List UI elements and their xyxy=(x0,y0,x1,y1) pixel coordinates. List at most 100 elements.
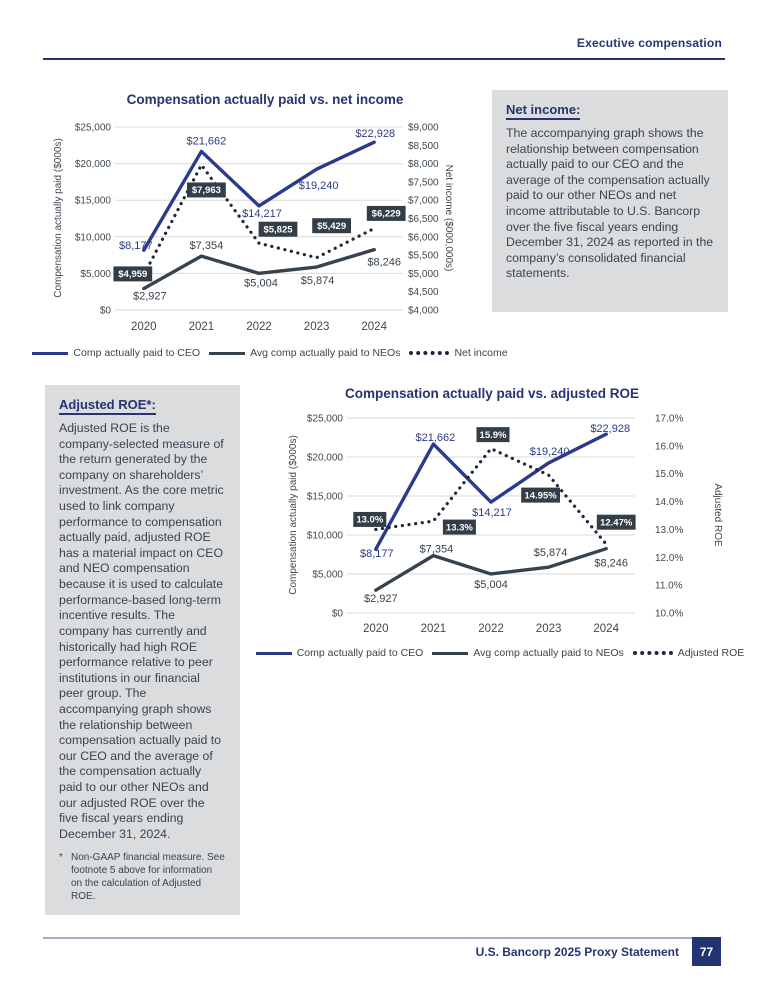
data-label-badge xyxy=(476,427,510,443)
data-label: 12.47% xyxy=(600,517,633,528)
right-axis-tick: $5,500 xyxy=(408,251,439,262)
data-label: $5,825 xyxy=(263,224,293,235)
data-label: $7,354 xyxy=(190,240,224,252)
right-axis-tick: 15.0% xyxy=(655,469,683,480)
adjusted-roe-box-heading-text: Adjusted ROE*: xyxy=(59,397,156,415)
legend-item-comp-actually-paid-to-ceo: Comp actually paid to CEO xyxy=(32,347,200,359)
left-axis-tick: $20,000 xyxy=(307,453,344,464)
legend-label: Comp actually paid to CEO xyxy=(73,347,201,359)
adjusted-roe-box-heading: Adjusted ROE*: xyxy=(59,397,226,415)
x-axis-tick: 2020 xyxy=(363,623,389,635)
data-label: $21,662 xyxy=(416,432,456,444)
legend-item-avg-comp-actually-paid-to-neos: Avg comp actually paid to NEOs xyxy=(432,647,624,659)
data-label-badge xyxy=(366,205,406,221)
x-axis-tick: 2024 xyxy=(593,623,619,635)
x-axis-tick: 2023 xyxy=(304,321,330,333)
footer-rule xyxy=(43,937,693,939)
legend-label: Comp actually paid to CEO xyxy=(296,647,424,659)
data-label: $7,963 xyxy=(192,185,221,196)
legend-label: Avg comp actually paid to NEOs xyxy=(473,647,624,659)
left-axis-label: Compensation actually paid ($000s) xyxy=(288,435,299,595)
left-axis-tick: $0 xyxy=(332,609,344,620)
data-label: $5,004 xyxy=(244,277,278,289)
avg-comp-actually-paid-to-neos-line xyxy=(374,546,608,592)
right-axis-tick: $6,000 xyxy=(408,232,439,243)
left-axis-tick: $5,000 xyxy=(312,570,343,581)
right-axis-tick: 10.0% xyxy=(655,609,683,620)
net-income-chart: Compensation actually paid vs. net incom… xyxy=(32,88,508,359)
left-axis-tick: $20,000 xyxy=(75,159,112,170)
data-label: $2,927 xyxy=(133,291,167,303)
right-axis-tick: $4,500 xyxy=(408,287,439,298)
net-income-chart-canvas: Compensation actually paid vs. net incom… xyxy=(53,92,454,333)
x-axis-tick: 2022 xyxy=(478,623,504,635)
page-number-badge: 77 xyxy=(692,937,721,966)
chart-title: Compensation actually paid vs. adjusted … xyxy=(345,386,639,401)
right-axis-tick: 14.0% xyxy=(655,497,683,508)
data-label: $14,217 xyxy=(472,507,512,519)
comp-actually-paid-to-ceo-line xyxy=(142,140,376,252)
adjusted-roe-chart: Compensation actually paid vs. adjusted … xyxy=(255,383,744,659)
x-axis-tick: 2021 xyxy=(189,321,215,333)
left-axis-tick: $15,000 xyxy=(75,196,112,207)
left-axis-tick: $25,000 xyxy=(75,123,112,134)
data-label: 15.9% xyxy=(480,430,507,441)
right-axis-tick: 13.0% xyxy=(655,525,683,536)
data-label: $8,177 xyxy=(119,240,153,252)
page-header-section-title: Executive compensation xyxy=(576,36,722,50)
data-label: $7,354 xyxy=(420,544,454,556)
data-label-badge xyxy=(596,514,636,530)
right-axis-tick: $4,000 xyxy=(408,306,439,317)
adjusted-roe-info-box: Adjusted ROE*: Adjusted ROE is the compa… xyxy=(45,385,240,916)
data-label: $2,927 xyxy=(364,593,398,605)
legend-swatch xyxy=(632,651,673,655)
right-axis-tick: 17.0% xyxy=(655,414,683,425)
right-axis-tick: 12.0% xyxy=(655,553,683,564)
data-label: $19,240 xyxy=(299,180,339,192)
chart-title: Compensation actually paid vs. net incom… xyxy=(127,92,404,107)
right-axis-tick: $8,500 xyxy=(408,141,439,152)
net-income-line xyxy=(142,163,376,277)
data-label: 13.0% xyxy=(356,515,383,526)
legend-swatch xyxy=(32,351,69,355)
net-income-box-heading-text: Net income: xyxy=(506,102,581,120)
data-label: $8,177 xyxy=(360,548,394,560)
x-axis-tick: 2020 xyxy=(131,321,157,333)
left-axis-tick: $25,000 xyxy=(307,414,344,425)
legend-label: Avg comp actually paid to NEOs xyxy=(250,347,401,359)
right-axis-tick: $6,500 xyxy=(408,214,439,225)
data-label-badge xyxy=(187,182,226,198)
adjusted-roe-chart-canvas: Compensation actually paid vs. adjusted … xyxy=(288,386,723,635)
data-label: $19,240 xyxy=(530,446,570,458)
net-income-chart-legend: Comp actually paid to CEO Avg comp actual… xyxy=(32,347,508,359)
x-axis-tick: 2024 xyxy=(361,321,387,333)
x-axis-tick: 2021 xyxy=(421,623,447,635)
data-label: $8,246 xyxy=(367,257,401,269)
right-axis-tick: $5,000 xyxy=(408,269,439,280)
data-label: $5,874 xyxy=(534,547,568,559)
right-axis-tick: 16.0% xyxy=(655,441,683,452)
left-axis-tick: $10,000 xyxy=(307,531,344,542)
adjusted-roe-footnote: * Non-GAAP financial measure. See footno… xyxy=(59,852,226,903)
data-label: 14.95% xyxy=(524,490,557,501)
data-label-badge xyxy=(113,266,153,282)
adjusted-roe-box-body: Adjusted ROE is the company-selected mea… xyxy=(59,421,224,841)
legend-item-adjusted-roe: Adjusted ROE xyxy=(632,647,744,659)
right-axis-tick: $9,000 xyxy=(408,123,439,134)
data-label-badge xyxy=(312,218,351,234)
right-axis-tick: $8,000 xyxy=(408,159,439,170)
right-axis-tick: $7,000 xyxy=(408,196,439,207)
net-income-box-body: The accompanying graph shows the relatio… xyxy=(506,126,714,281)
left-axis-tick: $15,000 xyxy=(307,492,344,503)
data-label: $8,246 xyxy=(594,558,628,570)
left-axis-label: Compensation actually paid ($000s) xyxy=(53,138,64,298)
data-label: $5,004 xyxy=(474,579,508,591)
data-label-badge xyxy=(521,487,560,503)
data-label: $14,217 xyxy=(242,208,282,220)
net-income-info-box: Net income: The accompanying graph shows… xyxy=(492,90,728,312)
data-label: $6,229 xyxy=(372,209,401,220)
legend-item-net-income: Net income xyxy=(409,347,508,359)
data-label: $21,662 xyxy=(187,135,227,147)
adjusted-roe-line xyxy=(374,447,608,546)
